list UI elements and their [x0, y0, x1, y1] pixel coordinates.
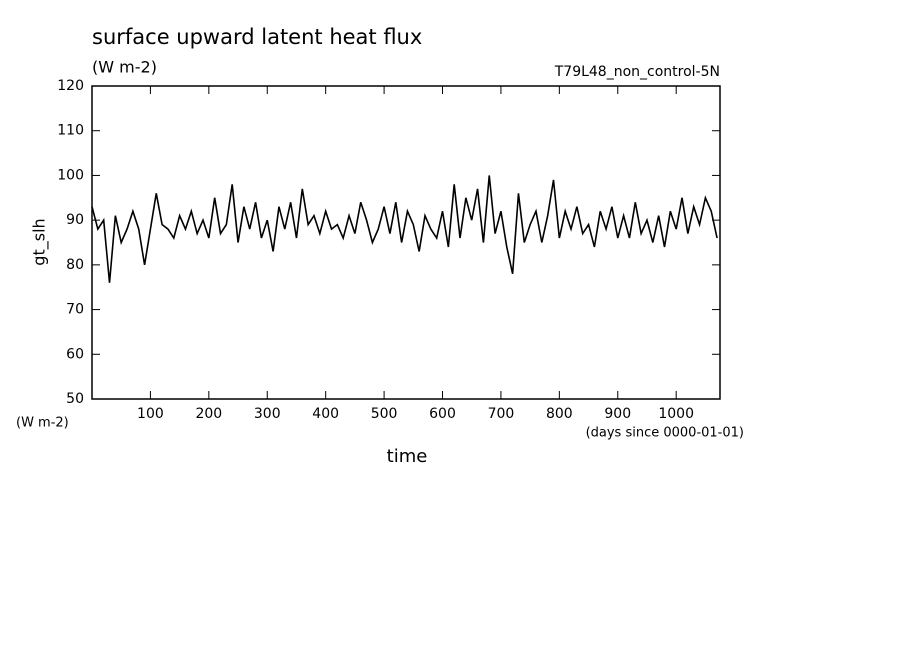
x-tick-label: 100 [137, 406, 164, 422]
chart-subtitle: (W m-2) [92, 58, 157, 77]
x-tick-label: 900 [604, 406, 631, 422]
y-tick-label: 110 [57, 123, 84, 139]
x-tick-label: 700 [488, 406, 515, 422]
x-tick-label: 500 [371, 406, 398, 422]
y-tick-label: 100 [57, 167, 84, 183]
x-units: (days since 0000-01-01) [586, 426, 744, 441]
y-tick-label: 120 [57, 78, 84, 94]
y-tick-label: 80 [66, 257, 84, 273]
y-units: (W m-2) [16, 416, 69, 431]
x-tick-label: 300 [254, 406, 281, 422]
x-tick-label: 800 [546, 406, 573, 422]
y-tick-label: 90 [66, 212, 84, 228]
y-tick-label: 70 [66, 302, 84, 318]
data-line [91, 175, 718, 283]
y-tick-label: 60 [66, 346, 84, 362]
x-tick-label: 1000 [658, 406, 694, 422]
x-tick-label: 200 [195, 406, 222, 422]
y-tick-label: 50 [66, 391, 84, 407]
chart-title: surface upward latent heat flux [92, 25, 422, 49]
x-axis-label: time [387, 446, 428, 467]
y-axis-label: gt_slh [30, 218, 50, 265]
plot-frame [91, 85, 721, 400]
x-tick-label: 400 [312, 406, 339, 422]
x-tick-label: 600 [429, 406, 456, 422]
annotation: T79L48_non_control-5N [554, 64, 720, 80]
